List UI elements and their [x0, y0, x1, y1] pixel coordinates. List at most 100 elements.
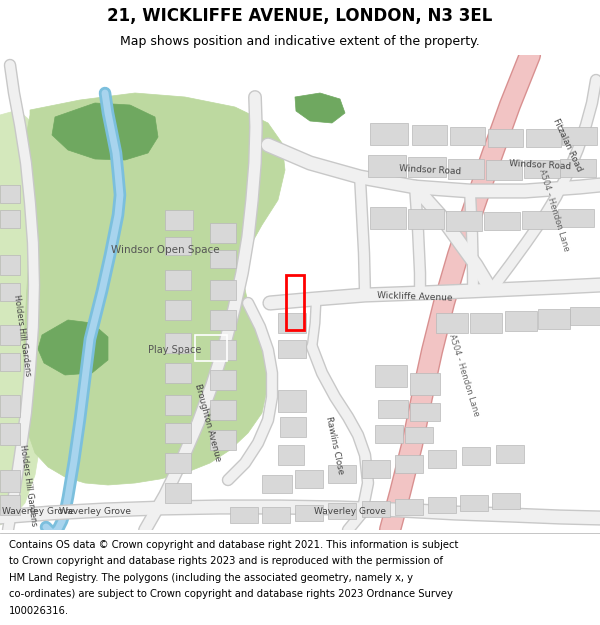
Text: to Crown copyright and database rights 2023 and is reproduced with the permissio: to Crown copyright and database rights 2… — [9, 556, 443, 566]
Text: Map shows position and indicative extent of the property.: Map shows position and indicative extent… — [120, 35, 480, 48]
Polygon shape — [395, 455, 423, 473]
Polygon shape — [408, 157, 446, 177]
Polygon shape — [0, 470, 20, 492]
Polygon shape — [486, 160, 522, 180]
Polygon shape — [375, 365, 407, 387]
Polygon shape — [410, 373, 440, 395]
Bar — [286, 275, 304, 330]
Text: Waverley Grove: Waverley Grove — [59, 506, 131, 516]
Polygon shape — [488, 129, 523, 147]
Polygon shape — [0, 423, 20, 445]
Polygon shape — [470, 313, 502, 333]
Text: Contains OS data © Crown copyright and database right 2021. This information is : Contains OS data © Crown copyright and d… — [9, 539, 458, 549]
Polygon shape — [370, 123, 408, 145]
Text: Waverley Grove: Waverley Grove — [2, 506, 74, 516]
Polygon shape — [492, 493, 520, 509]
Text: Play Space: Play Space — [148, 345, 202, 355]
Polygon shape — [412, 125, 447, 145]
Polygon shape — [328, 465, 356, 483]
Text: HM Land Registry. The polygons (including the associated geometry, namely x, y: HM Land Registry. The polygons (includin… — [9, 572, 413, 582]
Polygon shape — [460, 495, 488, 511]
Polygon shape — [165, 333, 191, 353]
Polygon shape — [0, 495, 20, 515]
Polygon shape — [165, 237, 191, 255]
Text: Wickliffe Avenue: Wickliffe Avenue — [377, 291, 453, 303]
Polygon shape — [328, 503, 356, 519]
Text: Rawlins Close: Rawlins Close — [325, 415, 346, 475]
Polygon shape — [0, 395, 20, 417]
Text: co-ordinates) are subject to Crown copyright and database rights 2023 Ordnance S: co-ordinates) are subject to Crown copyr… — [9, 589, 453, 599]
Polygon shape — [210, 280, 236, 300]
Polygon shape — [408, 209, 444, 229]
Text: 21, WICKLIFFE AVENUE, LONDON, N3 3EL: 21, WICKLIFFE AVENUE, LONDON, N3 3EL — [107, 8, 493, 26]
Polygon shape — [165, 210, 193, 230]
Text: Broughton Avenue: Broughton Avenue — [193, 383, 223, 463]
Text: Windsor Open Space: Windsor Open Space — [110, 245, 220, 255]
Polygon shape — [526, 129, 561, 147]
Polygon shape — [378, 400, 408, 418]
Polygon shape — [558, 209, 594, 227]
Polygon shape — [484, 212, 520, 230]
Polygon shape — [210, 250, 236, 268]
Polygon shape — [524, 160, 560, 178]
Polygon shape — [165, 300, 191, 320]
Polygon shape — [405, 427, 433, 443]
Polygon shape — [362, 501, 390, 517]
Polygon shape — [210, 310, 236, 330]
Polygon shape — [560, 159, 596, 177]
Polygon shape — [448, 159, 484, 179]
Polygon shape — [428, 450, 456, 468]
Polygon shape — [0, 353, 20, 371]
Polygon shape — [230, 507, 258, 523]
Polygon shape — [496, 445, 524, 463]
Polygon shape — [165, 423, 191, 443]
Polygon shape — [0, 185, 20, 203]
Polygon shape — [395, 499, 423, 515]
Polygon shape — [562, 127, 597, 145]
Polygon shape — [262, 475, 292, 493]
Polygon shape — [210, 223, 236, 243]
Polygon shape — [538, 309, 570, 329]
Polygon shape — [210, 340, 236, 360]
Polygon shape — [262, 507, 290, 523]
Polygon shape — [165, 395, 191, 415]
Polygon shape — [375, 425, 403, 443]
Text: Holders Hill Gardens: Holders Hill Gardens — [18, 444, 38, 526]
Text: Fitzalan Road: Fitzalan Road — [551, 117, 583, 173]
Polygon shape — [24, 93, 285, 485]
Polygon shape — [278, 313, 306, 333]
Text: A504 - Hendon Lane: A504 - Hendon Lane — [447, 332, 481, 418]
Polygon shape — [295, 505, 323, 521]
Polygon shape — [570, 307, 600, 325]
Polygon shape — [410, 403, 440, 421]
Polygon shape — [450, 127, 485, 145]
Polygon shape — [165, 453, 191, 473]
Polygon shape — [52, 103, 158, 160]
Text: Holders Hill Gardens: Holders Hill Gardens — [12, 294, 32, 376]
Text: Windsor Road: Windsor Road — [399, 164, 461, 176]
Text: A504 - Hendon Lane: A504 - Hendon Lane — [537, 168, 571, 252]
Polygon shape — [522, 211, 558, 229]
Polygon shape — [505, 311, 537, 331]
Polygon shape — [0, 110, 48, 525]
Polygon shape — [362, 460, 390, 478]
Polygon shape — [368, 155, 406, 177]
Polygon shape — [428, 497, 456, 513]
Polygon shape — [295, 470, 323, 488]
Bar — [195, 335, 227, 361]
Polygon shape — [0, 255, 20, 275]
Polygon shape — [0, 283, 20, 301]
Polygon shape — [210, 400, 236, 420]
Polygon shape — [165, 270, 191, 290]
Polygon shape — [210, 370, 236, 390]
Polygon shape — [0, 210, 20, 228]
Polygon shape — [210, 430, 236, 450]
Polygon shape — [165, 363, 191, 383]
Polygon shape — [462, 447, 490, 465]
Polygon shape — [165, 483, 191, 503]
Polygon shape — [436, 313, 468, 333]
Polygon shape — [278, 390, 306, 412]
Polygon shape — [278, 445, 304, 465]
Polygon shape — [38, 320, 108, 375]
Text: Windsor Road: Windsor Road — [509, 159, 571, 171]
